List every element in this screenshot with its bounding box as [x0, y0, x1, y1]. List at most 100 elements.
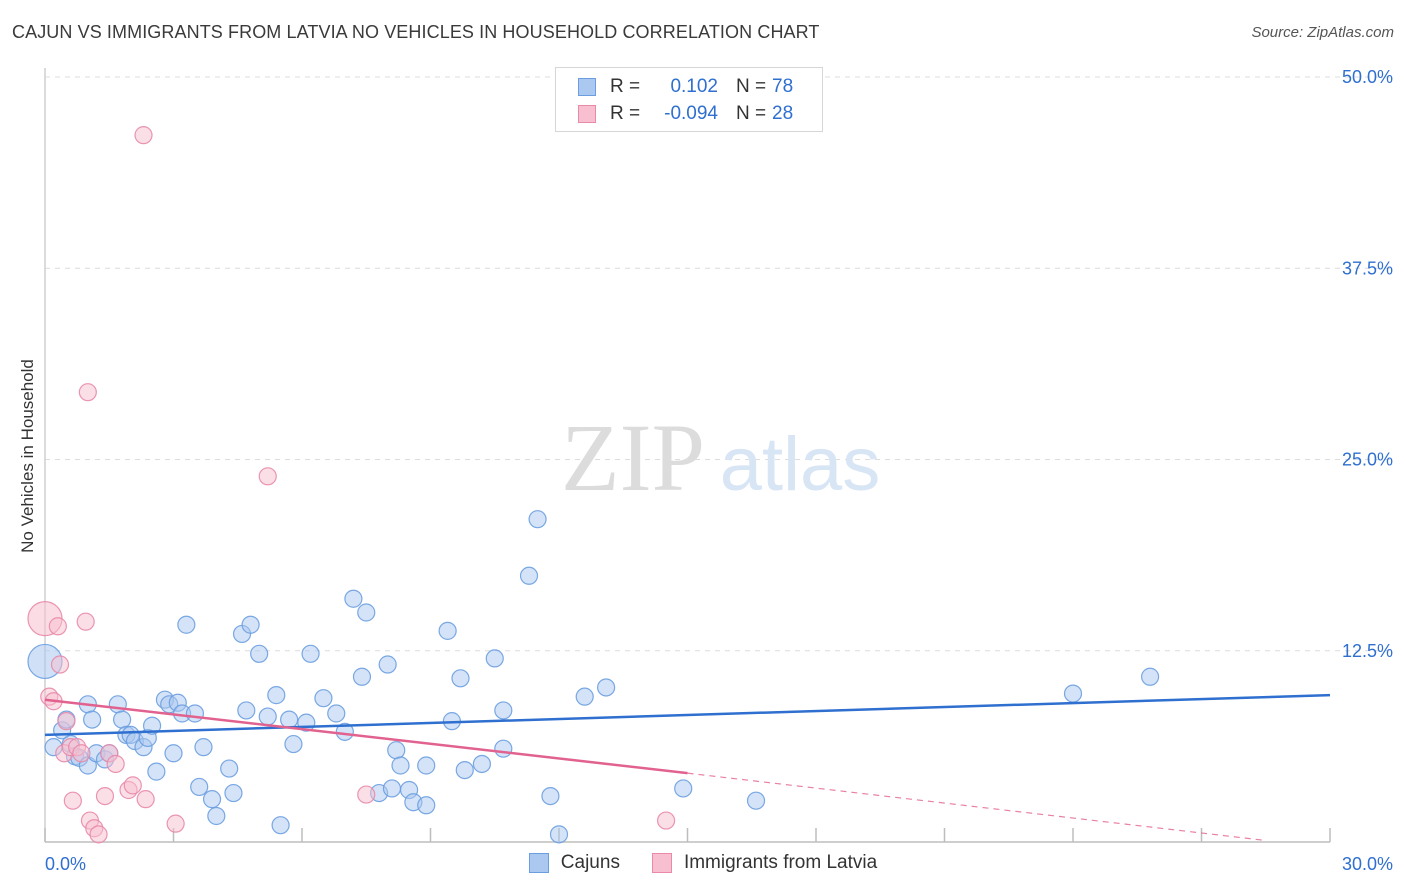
point-latvia: [89, 825, 108, 844]
source-label: Source: ZipAtlas.com: [1251, 24, 1394, 41]
point-cajuns: [207, 806, 226, 826]
point-latvia: [357, 785, 376, 804]
trend-line-cajuns: [44, 693, 1331, 737]
point-cajuns: [202, 790, 222, 809]
series-legend-cajuns: Cajuns: [528, 852, 620, 874]
point-cajuns: [284, 734, 303, 754]
point-cajuns: [190, 777, 209, 797]
point-cajuns: [378, 655, 397, 674]
chart-title: CAJUN VS IMMIGRANTS FROM LATVIA NO VEHIC…: [12, 22, 820, 42]
y-tick-label: 12.5%: [1342, 641, 1393, 661]
x-tick-label-max: 30.0%: [1342, 854, 1393, 874]
point-cajuns: [164, 744, 183, 763]
y-tick-label: 37.5%: [1342, 258, 1393, 278]
point-cajuns: [271, 816, 290, 835]
legend-r-label: R =: [610, 103, 641, 124]
series-swatch-cajuns: [528, 853, 549, 873]
correlation-legend: R = 0.102 N = 78 R = -0.094 N = 28: [555, 67, 823, 132]
trend-lines: [44, 693, 1331, 842]
series-label-cajuns: Cajuns: [560, 852, 620, 873]
point-cajuns: [597, 678, 616, 697]
point-latvia: [166, 814, 185, 833]
point-cajuns: [382, 779, 402, 798]
point-latvia: [258, 467, 277, 486]
point-latvia: [57, 712, 76, 731]
point-cajuns: [301, 644, 320, 663]
point-cajuns: [327, 704, 346, 723]
watermark: ZIP atlas: [561, 404, 880, 511]
y-tick-label: 25.0%: [1342, 450, 1393, 470]
point-cajuns: [147, 762, 166, 781]
point-cajuns: [241, 615, 260, 634]
point-cajuns: [391, 756, 410, 775]
point-cajuns: [1063, 684, 1083, 703]
point-cajuns: [194, 738, 213, 757]
point-cajuns: [485, 649, 504, 668]
x-tick-label-min: 0.0%: [45, 854, 86, 874]
point-cajuns: [674, 779, 693, 798]
point-cajuns: [417, 796, 436, 815]
point-latvia: [95, 786, 115, 806]
point-cajuns: [142, 716, 162, 735]
legend-r-value: 0.102: [670, 76, 718, 97]
point-cajuns: [438, 621, 457, 640]
point-cajuns: [224, 783, 243, 803]
point-cajuns: [494, 739, 513, 758]
data-points: [27, 126, 1160, 844]
legend-swatch-cajuns: [578, 78, 596, 96]
legend-n-value: 28: [772, 103, 794, 124]
point-cajuns: [541, 786, 560, 806]
series-label-latvia: Immigrants from Latvia: [683, 852, 878, 873]
legend-n-label: N =: [736, 76, 767, 97]
series-legend-latvia: Immigrants from Latvia: [651, 852, 878, 874]
point-cajuns: [112, 710, 132, 729]
legend-n-value: 78: [772, 76, 794, 97]
point-cajuns: [575, 687, 594, 706]
point-latvia: [106, 754, 125, 774]
point-cajuns: [237, 701, 256, 720]
point-cajuns: [220, 759, 239, 778]
legend-n-label: N =: [736, 103, 767, 124]
point-latvia: [48, 617, 67, 636]
gridlines: [45, 76, 1395, 652]
point-cajuns: [357, 603, 376, 622]
point-cajuns: [83, 710, 102, 729]
point-latvia: [123, 776, 142, 795]
legend-swatch-latvia: [578, 105, 596, 123]
point-cajuns: [280, 710, 299, 729]
series-legend: Cajuns Immigrants from Latvia: [0, 852, 1406, 874]
point-cajuns: [451, 669, 470, 688]
watermark-zip: ZIP: [561, 404, 705, 511]
point-latvia: [136, 790, 155, 809]
point-cajuns: [177, 615, 196, 634]
point-latvia: [656, 811, 676, 830]
legend-r-value: -0.094: [664, 103, 718, 124]
point-cajuns: [746, 791, 766, 810]
point-cajuns: [250, 644, 269, 663]
point-cajuns: [1140, 667, 1160, 686]
legend-row-cajuns: R = 0.102 N = 78: [578, 74, 793, 100]
point-cajuns: [267, 686, 286, 705]
series-swatch-latvia: [651, 853, 672, 873]
legend-row-latvia: R = -0.094 N = 28: [578, 101, 793, 127]
point-latvia: [63, 791, 82, 810]
point-cajuns: [344, 589, 363, 608]
watermark-atlas: atlas: [720, 422, 881, 507]
point-cajuns: [494, 701, 513, 720]
point-cajuns: [549, 825, 569, 844]
point-latvia: [50, 655, 70, 674]
trend-line-latvia-extension: [687, 772, 1266, 842]
point-latvia: [72, 744, 91, 763]
trend-line-latvia: [44, 698, 688, 775]
y-tick-label: 50.0%: [1342, 67, 1393, 87]
point-cajuns: [528, 510, 547, 529]
point-cajuns: [352, 667, 372, 686]
point-cajuns: [185, 704, 205, 723]
point-cajuns: [519, 566, 539, 585]
point-cajuns: [387, 741, 406, 760]
tick-labels: 12.5% 25.0% 37.5% 50.0% 0.0% 30.0%: [45, 67, 1393, 874]
point-latvia: [76, 612, 95, 631]
point-latvia: [78, 383, 97, 402]
point-cajuns: [417, 756, 436, 775]
